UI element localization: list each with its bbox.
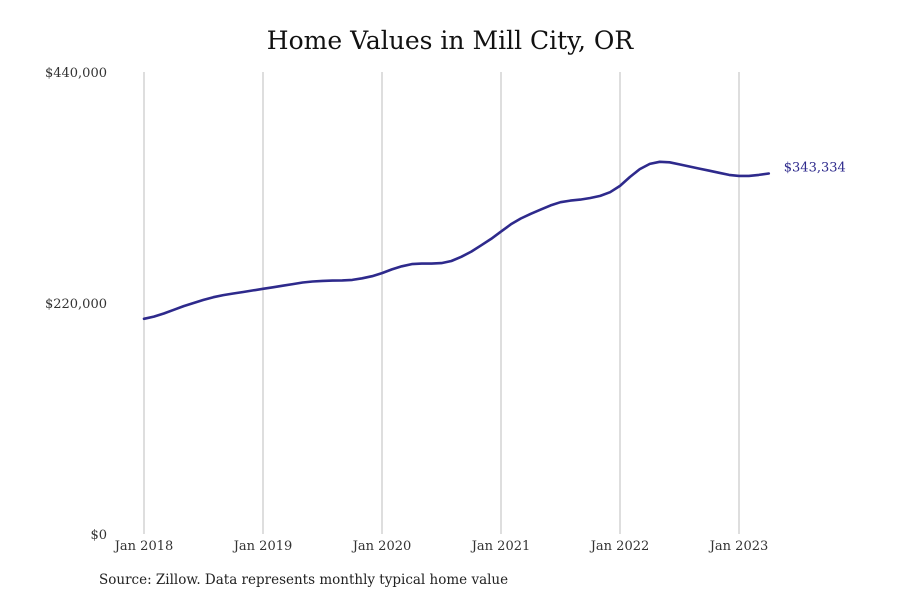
gridlines (143, 72, 740, 534)
y-axis: $0 $220,000 $440,000 (45, 66, 107, 543)
x-tick-label: Jan 2023 (708, 539, 769, 554)
end-value-label: $343,334 (784, 160, 846, 175)
x-tick-label: Jan 2022 (589, 539, 650, 554)
x-axis: Jan 2018 Jan 2019 Jan 2020 Jan 2021 Jan 2022… (113, 539, 769, 554)
y-tick-label: $0 (90, 528, 107, 543)
series-line (142, 160, 771, 321)
x-tick-label: Jan 2020 (351, 539, 412, 554)
series: $343,334 (142, 160, 846, 321)
x-tick-label: Jan 2021 (470, 539, 531, 554)
x-tick-label: Jan 2019 (232, 539, 293, 554)
chart-title: Home Values in Mill City, OR (266, 26, 634, 55)
x-tick-label: Jan 2018 (113, 539, 174, 554)
y-tick-label: $220,000 (45, 297, 107, 312)
source-note: Source: Zillow. Data represents monthly … (99, 572, 509, 588)
y-tick-label: $440,000 (45, 66, 107, 81)
